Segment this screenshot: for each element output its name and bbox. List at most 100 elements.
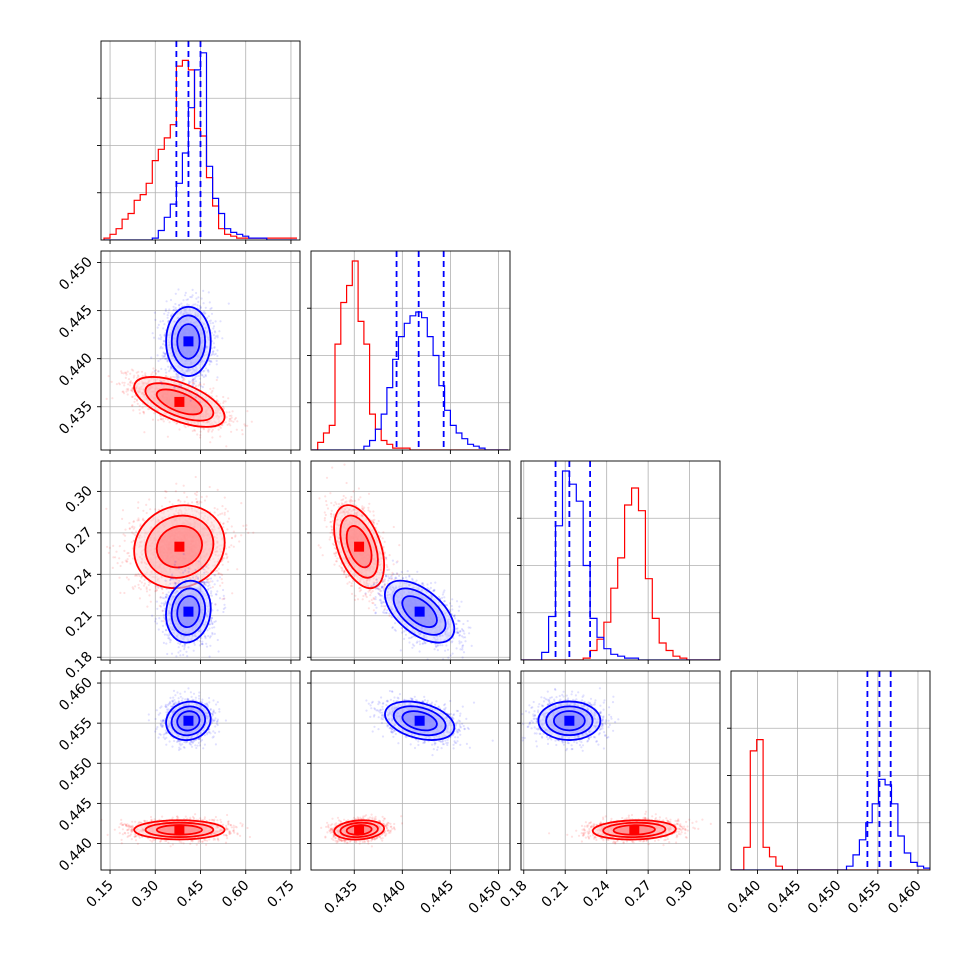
sample-point — [210, 391, 213, 394]
sample-point — [221, 405, 224, 408]
sample-point — [159, 358, 162, 361]
sample-point — [154, 590, 157, 593]
sample-point — [151, 418, 155, 421]
sample-point — [131, 404, 134, 407]
sample-point — [177, 378, 180, 381]
sample-point — [202, 383, 206, 386]
sample-point — [163, 323, 166, 326]
sample-point — [231, 592, 234, 595]
sample-point — [177, 288, 180, 291]
sample-point — [209, 387, 212, 390]
sample-point — [189, 295, 192, 299]
sample-point — [127, 389, 130, 392]
sample-point — [223, 496, 226, 499]
panel-1-1 — [307, 250, 511, 454]
sample-point — [142, 410, 145, 413]
sample-point — [118, 557, 121, 560]
sample-point — [132, 532, 135, 535]
sample-point — [125, 373, 128, 376]
sample-point — [197, 296, 200, 299]
sample-point — [227, 517, 231, 520]
sample-point — [225, 411, 228, 414]
sample-point — [199, 436, 202, 439]
sample-point — [236, 420, 239, 423]
sample-point — [219, 426, 222, 429]
sample-point — [127, 383, 130, 386]
sample-point — [121, 390, 124, 393]
sample-point — [194, 303, 197, 306]
sample-point — [184, 294, 187, 297]
sample-point — [166, 314, 169, 317]
sample-point — [173, 376, 176, 379]
sample-point — [191, 288, 194, 291]
sample-point — [186, 298, 190, 301]
sample-point — [143, 431, 146, 434]
sample-point — [111, 397, 114, 400]
sample-point — [235, 428, 238, 431]
sample-point — [131, 382, 134, 385]
sample-point — [161, 357, 164, 360]
sample-point — [224, 400, 227, 403]
sample-point — [111, 566, 114, 570]
sample-point — [241, 429, 244, 432]
sample-point — [105, 507, 108, 510]
sample-point — [142, 584, 146, 587]
sample-point — [119, 591, 122, 595]
sample-point — [229, 417, 232, 421]
sample-point — [210, 312, 214, 315]
sample-point — [211, 321, 215, 325]
histogram-red — [103, 59, 297, 240]
sample-point — [154, 318, 157, 321]
sample-point — [214, 320, 217, 323]
sample-point — [129, 389, 132, 392]
sample-point — [216, 354, 219, 358]
sample-point — [228, 419, 231, 422]
sample-point — [225, 553, 228, 556]
sample-point — [227, 302, 230, 305]
sample-point — [226, 528, 229, 531]
sample-point — [156, 326, 159, 329]
sample-point — [162, 327, 165, 330]
sample-point — [118, 576, 121, 579]
sample-point — [171, 503, 174, 506]
sample-point — [174, 292, 177, 295]
sample-point — [213, 346, 216, 349]
sample-point — [151, 332, 154, 335]
sample-point — [215, 363, 218, 366]
sample-point — [227, 397, 230, 400]
sample-point — [195, 384, 198, 387]
sample-point — [129, 384, 132, 387]
sample-point — [119, 564, 122, 568]
sample-point — [182, 299, 185, 302]
sample-point — [196, 304, 199, 307]
sample-point — [211, 428, 214, 431]
sample-point — [169, 376, 172, 379]
sample-point — [118, 545, 121, 548]
sample-point — [150, 356, 153, 359]
sample-point — [195, 375, 198, 378]
sample-point — [177, 304, 180, 307]
sample-point — [160, 415, 163, 418]
sample-point — [221, 424, 224, 427]
sample-point — [125, 576, 128, 579]
sample-point — [192, 303, 195, 306]
sample-point — [243, 423, 246, 426]
sample-point — [120, 371, 123, 375]
sample-point — [129, 381, 132, 384]
sample-point — [194, 475, 197, 479]
sample-point — [128, 527, 131, 531]
sample-point — [222, 395, 225, 399]
sample-point — [174, 308, 177, 311]
sample-point — [157, 323, 160, 326]
sample-point — [194, 380, 197, 383]
sample-point — [106, 545, 109, 548]
sample-point — [226, 510, 229, 513]
sample-point — [138, 412, 141, 415]
sample-point — [151, 371, 154, 374]
sample-point — [217, 514, 220, 517]
sample-point — [172, 309, 175, 312]
sample-point — [130, 368, 133, 371]
sample-point — [165, 490, 168, 493]
sample-point — [192, 382, 195, 385]
sample-point — [150, 373, 153, 376]
